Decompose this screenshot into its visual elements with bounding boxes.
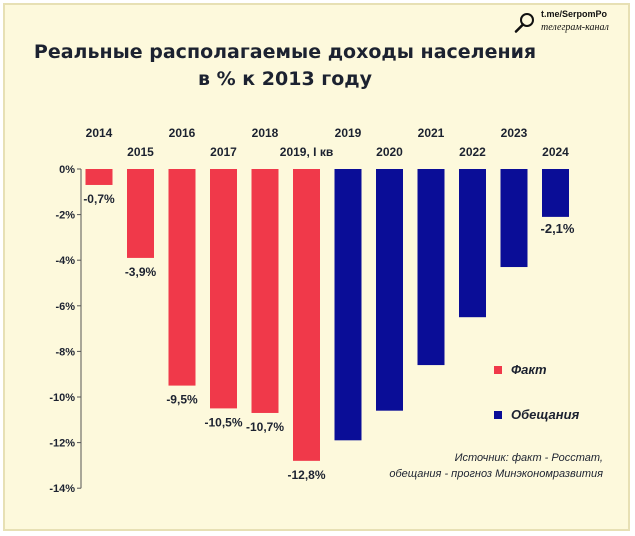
- x-category-label: 2021: [418, 126, 445, 140]
- source-note-line2: обещания - прогноз Минэкономразвития: [389, 468, 603, 480]
- x-category-label: 2016: [169, 126, 196, 140]
- y-tick-label: 0%: [59, 164, 75, 176]
- bar-data-label: -2,1%: [541, 221, 575, 236]
- y-tick-label: -2%: [55, 210, 75, 222]
- y-tick-label: -10%: [49, 392, 75, 404]
- y-tick-label: -4%: [55, 255, 75, 267]
- bar: [127, 169, 154, 258]
- bar: [168, 169, 196, 386]
- legend-label-promises: Обещания: [511, 407, 580, 422]
- bar: [293, 169, 320, 461]
- brand-subtitle: телеграм-канал: [541, 22, 609, 33]
- magnifier-logo-icon: [513, 11, 537, 40]
- legend-item-promises: Обещания: [494, 407, 579, 422]
- x-category-label: 2022: [459, 145, 486, 159]
- bar-chart: 0% -2% -4% -6% -8% -10% -12% -14% 2014 -0,7% 2015 -…: [49, 126, 575, 495]
- bar: [85, 169, 113, 185]
- source-note-line1: Источник: факт - Росстат,: [454, 452, 603, 464]
- x-category-label: 2024: [542, 145, 569, 159]
- x-category-label: 2017: [210, 145, 237, 159]
- bar-data-label: -10,7%: [246, 420, 284, 434]
- x-category-label: 2019, I кв: [280, 145, 333, 159]
- x-category-label: 2014: [86, 126, 113, 140]
- bar: [210, 169, 237, 409]
- x-category-label: 2015: [127, 145, 154, 159]
- bar: [500, 169, 528, 268]
- brand-handle: t.me/SerpomPo: [541, 9, 608, 19]
- y-tick-label: -14%: [49, 483, 75, 495]
- chart-frame: t.me/SerpomPo телеграм-канал Реальные ра…: [3, 3, 630, 531]
- bar-data-label: -10,5%: [204, 415, 242, 429]
- bar: [542, 169, 569, 217]
- bar: [376, 169, 403, 411]
- chart-title-line2: в % к 2013 году: [197, 68, 372, 90]
- bar: [459, 169, 486, 318]
- x-category-label: 2019: [335, 126, 362, 140]
- x-category-label: 2023: [501, 126, 528, 140]
- bar-data-label: -3,9%: [125, 265, 157, 279]
- bar-data-label: -12,8%: [287, 468, 325, 482]
- bar-data-label: -0,7%: [83, 192, 115, 206]
- bar: [417, 169, 445, 366]
- bar-data-label: -9,5%: [166, 393, 198, 407]
- x-category-label: 2020: [376, 145, 403, 159]
- legend-swatch-promises: [494, 410, 502, 419]
- y-tick-label: -8%: [55, 346, 75, 358]
- x-category-label: 2018: [252, 126, 279, 140]
- y-tick-label: -6%: [55, 301, 75, 313]
- chart-title-line1: Реальные располагаемые доходы населения: [33, 41, 537, 63]
- y-tick-label: -12%: [49, 438, 75, 450]
- legend-item-fact: Факт: [494, 362, 547, 377]
- bar: [251, 169, 279, 413]
- legend-label-fact: Факт: [511, 362, 547, 377]
- legend-swatch-fact: [494, 365, 502, 374]
- bar: [334, 169, 362, 441]
